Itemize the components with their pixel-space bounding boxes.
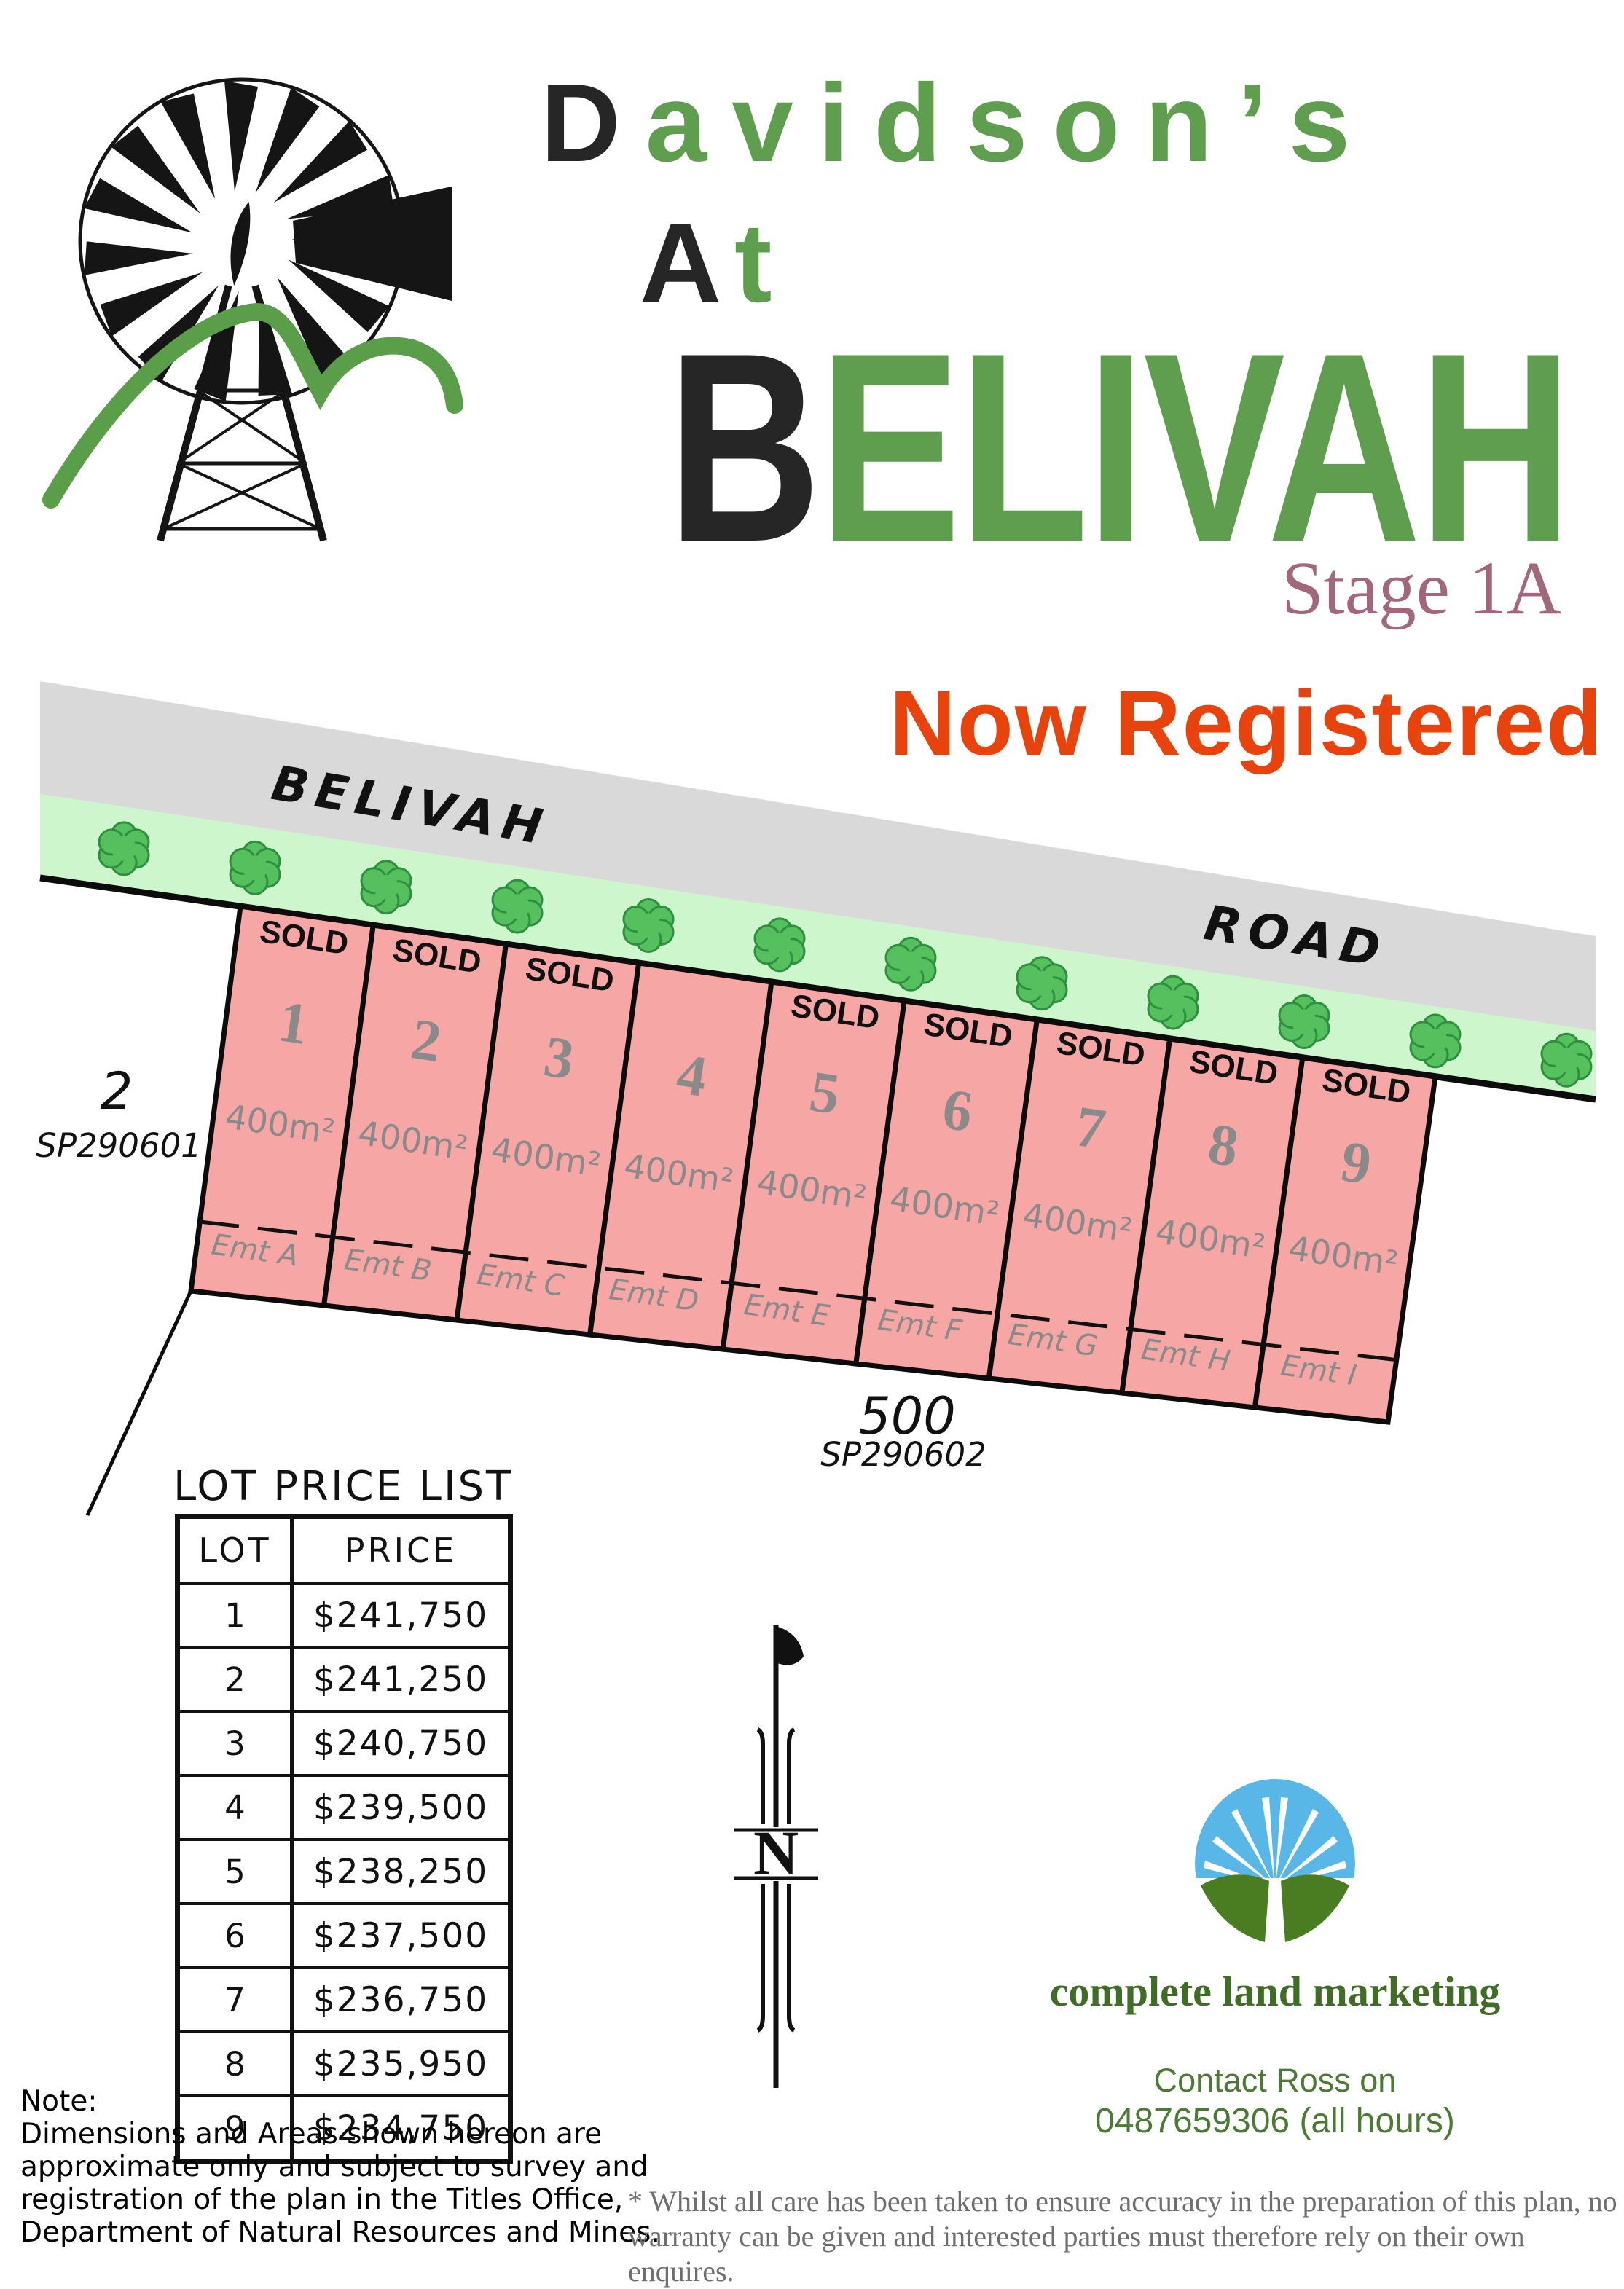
price-cell: $241,750 <box>313 1595 489 1636</box>
lot-cell: 8 <box>180 2033 294 2094</box>
logo-sunburst-icon <box>1204 1797 1346 1887</box>
tree-icon <box>1147 975 1199 1030</box>
lot-cell: 7 <box>180 1969 294 2030</box>
price-cell: $239,500 <box>313 1787 489 1828</box>
price-table-header-row: LOT PRICE <box>180 1519 508 1582</box>
easement-line <box>199 1220 1397 1362</box>
brand-subtitle-first-letter: A <box>640 200 734 326</box>
table-row: 1 $241,750 <box>180 1582 508 1646</box>
agency-contact-line: Contact Ross on <box>1153 2062 1397 2099</box>
adjacent-parcel-plan-ref: SP290601 <box>36 1126 201 1165</box>
windmill-tail-vane-icon <box>293 187 452 301</box>
table-row: 7 $236,750 <box>180 1966 508 2030</box>
lot-cell: 6 <box>180 1905 294 1966</box>
tree-icon <box>1016 956 1068 1011</box>
lot-cell: 2 <box>180 1649 294 1710</box>
brand-title-first-letter: D <box>541 61 646 185</box>
disclaimer-line: warranty can be given and interested par… <box>628 2220 1525 2288</box>
lot-cell: 9 <box>180 2097 294 2159</box>
logo-left-hill-icon <box>1201 1874 1269 1942</box>
table-row: 3 $240,750 <box>180 1710 508 1774</box>
table-row: 9 $234,750 <box>180 2094 508 2159</box>
lot-boundary-9 <box>1252 1055 1438 1425</box>
north-compass-icon: N <box>734 1625 818 2088</box>
compass-north-label: N <box>753 1818 799 1888</box>
tree-icon <box>622 898 675 953</box>
logo-right-hill-icon <box>1281 1874 1349 1942</box>
tree-icon <box>1409 1013 1462 1069</box>
table-row: 2 $241,250 <box>180 1646 508 1710</box>
lot-cell: 5 <box>180 1841 294 1902</box>
tree-icon <box>1278 994 1330 1049</box>
agency-name: complete land marketing <box>1049 1968 1501 2015</box>
estate-name-title: BELIVAH <box>667 313 1572 583</box>
plan-note: Note: Dimensions and Areas shown hereon … <box>20 2085 660 2249</box>
lot-cell: 3 <box>180 1713 294 1774</box>
estate-name-rest: ELIVAH <box>818 297 1572 598</box>
price-table-header-price: PRICE <box>344 1531 458 1570</box>
windmill-wheel-icon <box>78 77 452 405</box>
brand-subtitle: At <box>640 198 785 328</box>
price-list-title: LOT PRICE LIST <box>173 1463 514 1510</box>
now-registered-banner: Now Registered <box>889 672 1604 774</box>
balance-parcel-plan-ref: SP290602 <box>820 1435 986 1474</box>
lot-cell: 1 <box>180 1585 294 1646</box>
note-title: Note: <box>20 2085 98 2118</box>
adjacent-parcel-number: 2 <box>101 1061 133 1121</box>
table-row: 8 $235,950 <box>180 2030 508 2094</box>
price-cell: $234,750 <box>313 2108 489 2148</box>
table-row: 6 $237,500 <box>180 1902 508 1966</box>
tree-icon <box>1540 1032 1593 1088</box>
price-cell: $235,950 <box>313 2043 489 2084</box>
tree-icon <box>360 860 412 915</box>
agency-phone: 0487659306 (all hours) <box>1095 2102 1455 2140</box>
western-boundary-line <box>85 1289 193 1517</box>
price-cell: $237,500 <box>313 1915 489 1956</box>
price-table: LOT PRICE 1 $241,750 2 $241,250 3 $240,7… <box>175 1514 513 2164</box>
table-row: 5 $238,250 <box>180 1838 508 1902</box>
note-line: Dimensions and Areas shown hereon are <box>20 2118 603 2151</box>
stage-label: Stage 1A <box>1281 546 1561 630</box>
disclaimer-line: * Whilst all care has been taken to ensu… <box>628 2185 1617 2218</box>
table-row: 4 $239,500 <box>180 1774 508 1838</box>
price-cell: $241,250 <box>313 1659 489 1700</box>
estate-name-first-letter: B <box>667 297 821 598</box>
windmill-logo <box>42 77 463 542</box>
agency-logo <box>1195 1779 1355 1948</box>
disclaimer: * Whilst all care has been taken to ensu… <box>628 2184 1623 2289</box>
tree-icon <box>491 879 544 934</box>
road-surface <box>40 681 1596 1031</box>
price-cell: $240,750 <box>313 1723 489 1764</box>
balance-parcel-number: 500 <box>858 1386 956 1446</box>
brand-subtitle-rest: t <box>734 200 785 326</box>
note-line: registration of the plan in the Titles O… <box>20 2183 624 2216</box>
brand-title: Davidson’s <box>541 60 1375 187</box>
price-table-header-lot: LOT <box>180 1519 294 1582</box>
green-hills-swoosh-icon <box>42 302 463 509</box>
tree-icon <box>753 917 806 973</box>
lot-cell: 4 <box>180 1777 294 1838</box>
note-line: approximate only and subject to survey a… <box>20 2151 648 2183</box>
road-verge <box>40 794 1596 1100</box>
tree-icon <box>98 821 150 876</box>
brand-title-rest: avidson’s <box>645 61 1376 185</box>
price-cell: $236,750 <box>313 1979 489 2020</box>
tree-icon <box>884 936 937 992</box>
note-line: Department of Natural Resources and Mine… <box>20 2216 660 2249</box>
tree-icon <box>229 840 281 895</box>
price-cell: $238,250 <box>313 1851 489 1892</box>
